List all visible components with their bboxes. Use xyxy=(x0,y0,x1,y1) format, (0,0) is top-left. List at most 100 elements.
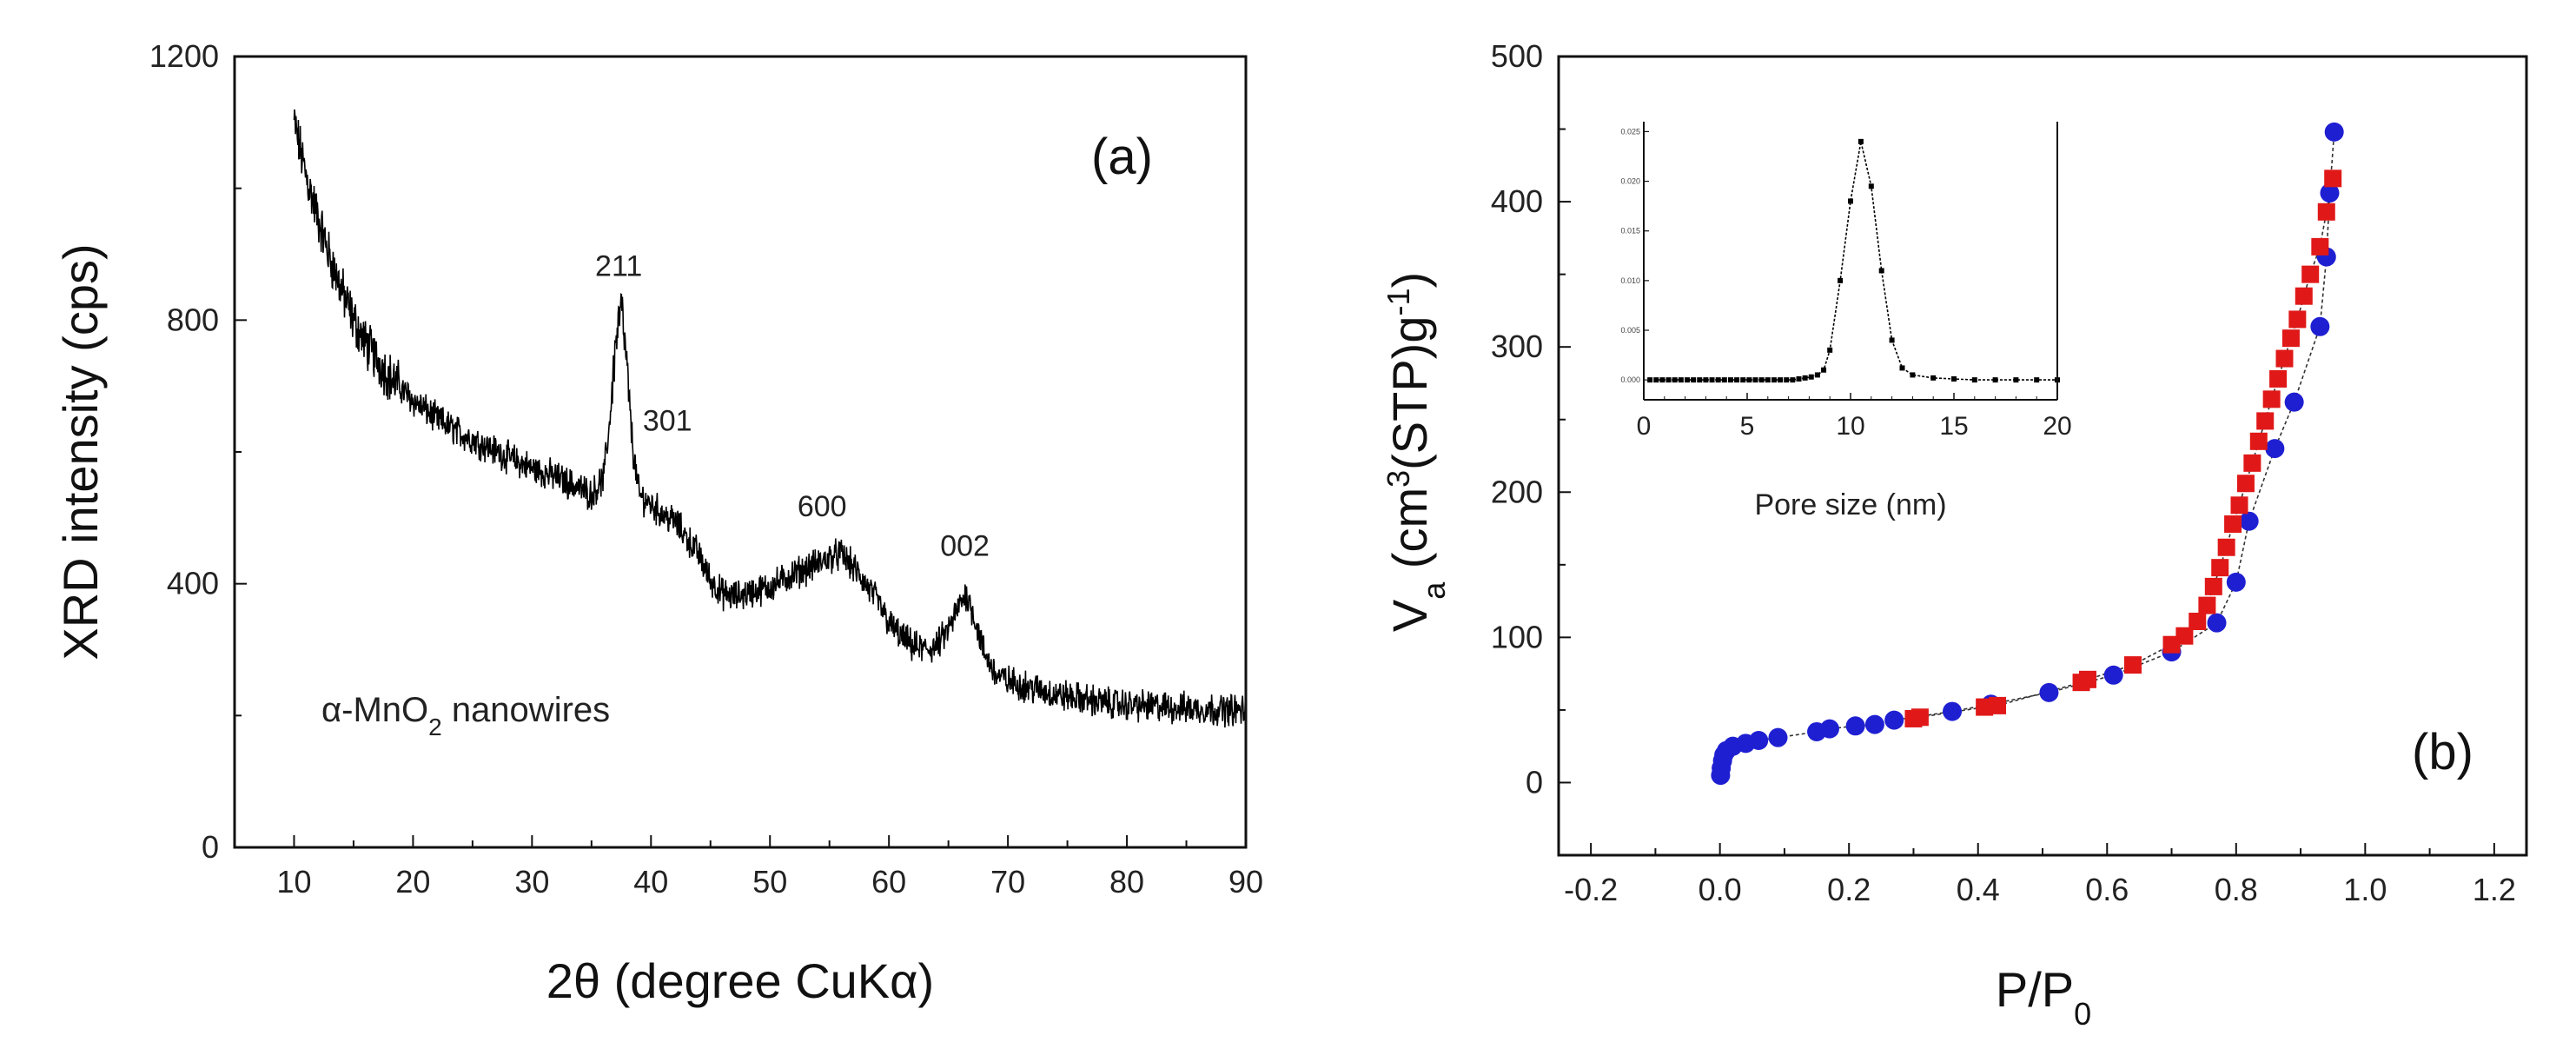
pore-size-point xyxy=(1808,374,1814,380)
pore-size-point xyxy=(1734,377,1740,383)
pore-size-point xyxy=(1697,377,1703,383)
sample-annotation-main: α-MnO xyxy=(321,691,428,729)
adsorption-point xyxy=(2207,613,2227,633)
desorption-point xyxy=(2269,369,2288,388)
panel-b-x-tick-label: 0.2 xyxy=(1827,872,1871,907)
panel-b-data-marks xyxy=(1711,122,2344,786)
panel-b-y-tick-label: 300 xyxy=(1491,329,1543,364)
adsorption-point xyxy=(2324,122,2344,142)
panel-b-ticks: -0.2 0.0 0.2 0.4 0.6 0.8 1.0 1.2010020030040050… xyxy=(1491,38,2516,907)
pore-size-point xyxy=(1868,183,1874,189)
inset-y-tick-label: 0.025 xyxy=(1620,127,1640,136)
panel-b-y-label-v: V xyxy=(1382,599,1437,632)
panel-b-y-axis-label: Va (cm3(STP)g-1) xyxy=(1381,272,1452,632)
inset-x-tick-label: 15 xyxy=(1939,412,1968,441)
panel-b-x-tick-label: 1.0 xyxy=(2343,872,2387,907)
peak-label-002: 002 xyxy=(940,530,990,563)
panel-a-label: (a) xyxy=(1091,129,1153,185)
adsorption-point xyxy=(1768,727,1788,747)
adsorption-point xyxy=(2103,665,2123,685)
pore-size-point xyxy=(1899,365,1905,371)
panel-b-x-tick-label: 1.2 xyxy=(2473,872,2516,907)
inset-y-tick-label: 0.020 xyxy=(1620,177,1640,186)
adsorption-point xyxy=(2226,572,2246,592)
panel-b-fit-lines xyxy=(1719,131,2335,776)
pore-size-point xyxy=(1790,377,1796,383)
desorption-point xyxy=(2249,432,2268,450)
pore-size-point xyxy=(1678,377,1684,383)
panel-a-x-tick-label: 30 xyxy=(514,864,549,900)
pore-size-point xyxy=(1691,377,1697,383)
adsorption-point xyxy=(1845,716,1865,736)
pore-size-point xyxy=(1802,375,1808,381)
inset-y-tick-label: 0.000 xyxy=(1620,375,1640,384)
panel-b-y-tick-label: 400 xyxy=(1491,183,1543,219)
desorption-point xyxy=(2311,237,2329,256)
inset-y-tick-label: 0.005 xyxy=(1620,326,1640,335)
desorption-point xyxy=(2256,412,2275,430)
desorption-point xyxy=(2301,265,2320,283)
adsorption-point xyxy=(2039,682,2059,702)
desorption-point xyxy=(2078,670,2096,688)
pore-size-point xyxy=(1758,377,1765,383)
pore-size-point xyxy=(1715,377,1721,383)
adsorption-point xyxy=(1819,719,1839,739)
pore-size-inset: 0 5 10 15 20 0.000 0.005 0.010 0.015 0.020 0.025 P… xyxy=(1620,122,2072,521)
pore-size-point xyxy=(1647,377,1653,383)
adsorption-point xyxy=(2320,183,2340,203)
pore-size-line xyxy=(1650,141,2057,381)
pore-size-point xyxy=(1721,377,1727,383)
inset-x-tick-label: 5 xyxy=(1740,412,1755,441)
sample-annotation-rest: nanowires xyxy=(442,691,610,729)
panel-b-y-label-mid2: (STP)g xyxy=(1382,316,1437,470)
pore-size-point xyxy=(1727,377,1733,383)
desorption-point xyxy=(2224,515,2242,534)
desorption-point xyxy=(2204,577,2222,595)
pore-size-point xyxy=(1665,377,1672,383)
desorption-point xyxy=(2324,169,2342,188)
panel-b-frame xyxy=(1557,55,2528,857)
pore-size-point xyxy=(1821,367,1827,373)
pore-size-point xyxy=(1778,377,1784,383)
panel-b-y-label-sup3: 3 xyxy=(1381,470,1416,488)
pore-size-point xyxy=(1771,377,1777,383)
pore-size-point xyxy=(1848,198,1853,204)
desorption-point xyxy=(2236,475,2255,493)
panel-a-y-tick-label: 0 xyxy=(202,829,219,865)
panel-b-chart: -0.2 0.0 0.2 0.4 0.6 0.8 1.0 1.2010020030040050… xyxy=(1381,38,2528,1032)
inset-x-tick-label: 10 xyxy=(1836,412,1864,441)
panel-a-y-tick-label: 400 xyxy=(167,566,219,601)
panel-b-x-label-sub: 0 xyxy=(2074,996,2091,1032)
pore-size-point xyxy=(1746,377,1752,383)
panel-b-label: (b) xyxy=(2412,724,2473,780)
panel-b-x-tick-label: 0.0 xyxy=(1699,872,1742,907)
panel-a-x-tick-label: 10 xyxy=(276,864,311,900)
inset-x-axis-label: Pore size (nm) xyxy=(1754,488,1946,521)
panel-b-x-tick-label: 0.4 xyxy=(1957,872,2000,907)
panel-a-x-axis-label: 2θ (degree CuKα) xyxy=(546,953,934,1008)
desorption-point xyxy=(2275,349,2294,368)
sample-annotation: α-MnO2 nanowires xyxy=(321,691,610,740)
peak-label-600: 600 xyxy=(798,490,847,523)
panel-b-y-tick-label: 100 xyxy=(1491,619,1543,654)
pore-size-point xyxy=(1709,377,1715,383)
inset-x-tick-label: 20 xyxy=(2043,412,2071,441)
pore-size-point xyxy=(1930,375,1937,381)
adsorption-point xyxy=(1864,714,1884,734)
panel-b-y-tick-label: 500 xyxy=(1491,38,1543,74)
inset-y-tick-label: 0.010 xyxy=(1620,276,1640,285)
pore-size-point xyxy=(1838,277,1844,283)
desorption-point xyxy=(2288,310,2307,329)
sample-annotation-subscript: 2 xyxy=(428,714,442,740)
pore-size-point xyxy=(1858,138,1864,144)
pore-size-point xyxy=(2034,377,2040,383)
pore-size-point xyxy=(1814,372,1820,378)
panel-b-x-axis-label: P/P0 xyxy=(1996,962,2091,1032)
panel-a-chart: 10 20 30 40 50 60 70 80 90 0 400 800 1200 (a) 211 30… xyxy=(53,38,1263,1008)
panel-b-x-tick-label: -0.2 xyxy=(1564,872,1618,907)
adsorption-point xyxy=(1884,710,1904,730)
panel-b-y-label-mid: (cm xyxy=(1382,488,1437,582)
inset-x-tick-label: 0 xyxy=(1637,412,1652,441)
inset-data-marks xyxy=(1647,138,2060,383)
desorption-point xyxy=(2281,329,2300,348)
